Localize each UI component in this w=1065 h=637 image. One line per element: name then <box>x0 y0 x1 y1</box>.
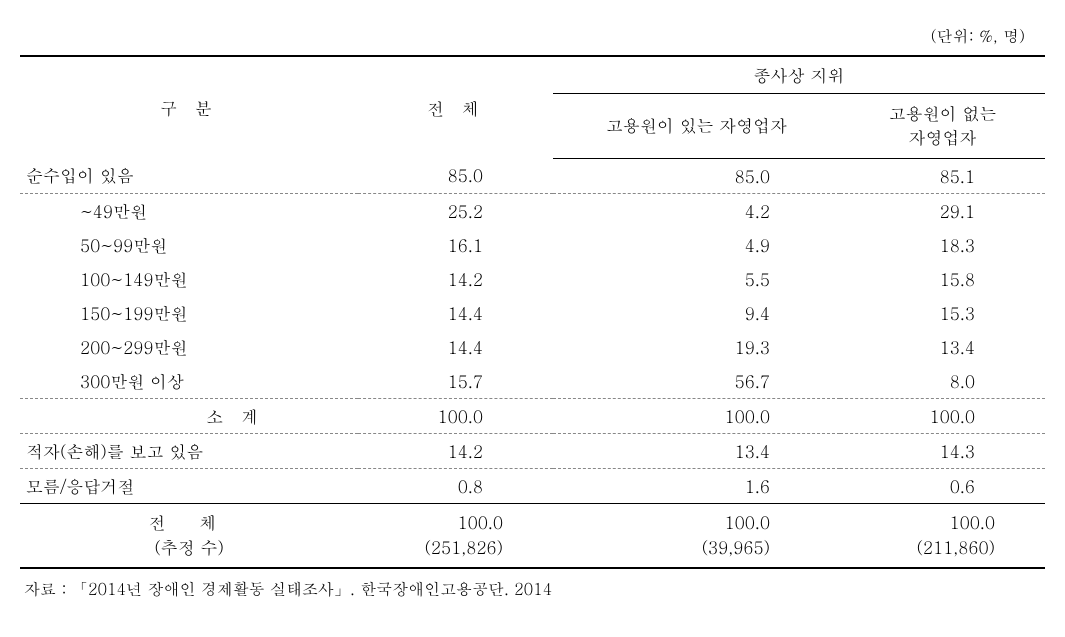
cell: 5.5 <box>553 262 840 296</box>
row-label: 순수입이 있음 <box>20 158 358 193</box>
row-label: 100~149만원 <box>20 262 358 296</box>
cell: 4.2 <box>553 193 840 228</box>
table-row: ~49만원 25.2 4.2 29.1 <box>20 193 1045 228</box>
table-container: (단위: %, 명) 구 분 전 체 종사상 지위 고용원이 있는 자영업자 고… <box>20 20 1045 600</box>
cell: 100.0(211,860) <box>840 503 1045 568</box>
cell: 18.3 <box>840 228 1045 262</box>
row-label: 150~199만원 <box>20 296 358 330</box>
cell: 85.0 <box>553 158 840 193</box>
cell: 0.8 <box>358 468 553 503</box>
header-category: 구 분 <box>20 56 358 158</box>
cell: 100.0(39,965) <box>553 503 840 568</box>
table-row: 50~99만원 16.1 4.9 18.3 <box>20 228 1045 262</box>
row-label: 300만원 이상 <box>20 364 358 399</box>
row-label: ~49만원 <box>20 193 358 228</box>
cell: 15.8 <box>840 262 1045 296</box>
cell: 9.4 <box>553 296 840 330</box>
table-row-total: 전 체(추정 수) 100.0(251,826) 100.0(39,965) 1… <box>20 503 1045 568</box>
table-row: 모름/응답거절 0.8 1.6 0.6 <box>20 468 1045 503</box>
cell: 1.6 <box>553 468 840 503</box>
cell: 4.9 <box>553 228 840 262</box>
cell: 100.0 <box>358 398 553 433</box>
source-note: 자료 : 「2014년 장애인 경제활동 실태조사」. 한국장애인고용공단. 2… <box>20 569 1045 600</box>
cell: 14.2 <box>358 433 553 468</box>
header-group: 종사상 지위 <box>553 56 1045 94</box>
cell: 25.2 <box>358 193 553 228</box>
cell: 85.0 <box>358 158 553 193</box>
unit-label: (단위: %, 명) <box>20 20 1045 55</box>
cell: 16.1 <box>358 228 553 262</box>
cell: 14.2 <box>358 262 553 296</box>
cell: 14.4 <box>358 296 553 330</box>
table-row: 300만원 이상 15.7 56.7 8.0 <box>20 364 1045 399</box>
table-row: 적자(손해)를 보고 있음 14.2 13.4 14.3 <box>20 433 1045 468</box>
row-label: 200~299만원 <box>20 330 358 364</box>
cell: 100.0(251,826) <box>358 503 553 568</box>
cell: 85.1 <box>840 158 1045 193</box>
cell: 14.4 <box>358 330 553 364</box>
row-label: 소 계 <box>20 398 358 433</box>
header-sub2: 고용원이 없는자영업자 <box>840 94 1045 159</box>
row-label: 전 체(추정 수) <box>20 503 358 568</box>
cell: 100.0 <box>553 398 840 433</box>
cell: 0.6 <box>840 468 1045 503</box>
row-label: 모름/응답거절 <box>20 468 358 503</box>
cell: 14.3 <box>840 433 1045 468</box>
cell: 29.1 <box>840 193 1045 228</box>
row-label: 50~99만원 <box>20 228 358 262</box>
cell: 13.4 <box>553 433 840 468</box>
header-sub1: 고용원이 있는 자영업자 <box>553 94 840 159</box>
table-row-subtotal: 소 계 100.0 100.0 100.0 <box>20 398 1045 433</box>
header-total: 전 체 <box>358 56 553 158</box>
cell: 15.7 <box>358 364 553 399</box>
table-row: 순수입이 있음 85.0 85.0 85.1 <box>20 158 1045 193</box>
data-table: 구 분 전 체 종사상 지위 고용원이 있는 자영업자 고용원이 없는자영업자 … <box>20 55 1045 569</box>
table-row: 200~299만원 14.4 19.3 13.4 <box>20 330 1045 364</box>
table-row: 150~199만원 14.4 9.4 15.3 <box>20 296 1045 330</box>
cell: 13.4 <box>840 330 1045 364</box>
cell: 100.0 <box>840 398 1045 433</box>
cell: 8.0 <box>840 364 1045 399</box>
table-row: 100~149만원 14.2 5.5 15.8 <box>20 262 1045 296</box>
cell: 15.3 <box>840 296 1045 330</box>
cell: 19.3 <box>553 330 840 364</box>
cell: 56.7 <box>553 364 840 399</box>
row-label: 적자(손해)를 보고 있음 <box>20 433 358 468</box>
